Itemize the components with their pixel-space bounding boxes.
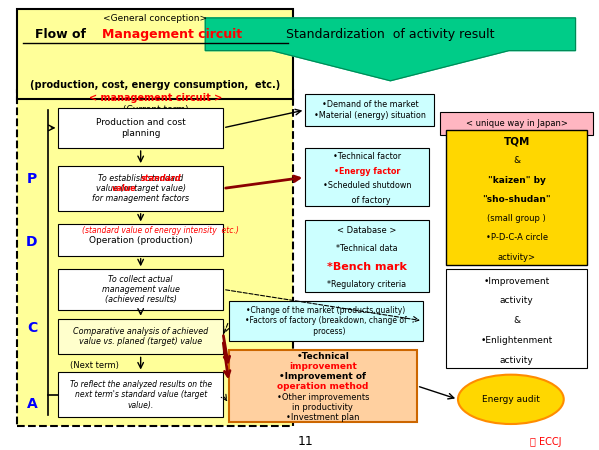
FancyBboxPatch shape bbox=[440, 112, 593, 135]
Text: *Regulatory criteria: *Regulatory criteria bbox=[327, 280, 407, 289]
FancyBboxPatch shape bbox=[58, 225, 223, 256]
FancyBboxPatch shape bbox=[446, 269, 587, 368]
Text: standard: standard bbox=[141, 174, 181, 183]
Text: Operation (production): Operation (production) bbox=[89, 235, 192, 244]
Text: &: & bbox=[513, 157, 521, 166]
Text: To reflect the analyzed results on the
next term's standard value (target
value): To reflect the analyzed results on the n… bbox=[69, 380, 211, 410]
FancyBboxPatch shape bbox=[305, 220, 429, 292]
Text: value: value bbox=[111, 184, 136, 193]
FancyBboxPatch shape bbox=[58, 166, 223, 211]
Text: •Technical: •Technical bbox=[297, 351, 349, 360]
FancyBboxPatch shape bbox=[305, 94, 434, 126]
Polygon shape bbox=[205, 18, 576, 81]
Text: D: D bbox=[26, 235, 38, 249]
FancyBboxPatch shape bbox=[58, 108, 223, 148]
FancyBboxPatch shape bbox=[17, 9, 294, 99]
Text: activity: activity bbox=[500, 296, 534, 305]
FancyBboxPatch shape bbox=[229, 350, 417, 422]
Text: A: A bbox=[26, 397, 37, 411]
FancyBboxPatch shape bbox=[58, 319, 223, 355]
Text: < management circuit >: < management circuit > bbox=[89, 93, 222, 103]
FancyBboxPatch shape bbox=[58, 373, 223, 417]
FancyBboxPatch shape bbox=[17, 90, 294, 426]
Text: TQM: TQM bbox=[504, 137, 530, 147]
Text: *Technical data: *Technical data bbox=[336, 244, 398, 253]
Text: of factory: of factory bbox=[344, 196, 390, 205]
Text: improvement: improvement bbox=[289, 362, 357, 371]
Text: (small group ): (small group ) bbox=[488, 214, 546, 223]
Text: (standard value of energy intensity  etc.): (standard value of energy intensity etc.… bbox=[82, 226, 239, 235]
Text: Standardization  of activity result: Standardization of activity result bbox=[286, 28, 495, 41]
Text: •Demand of the market
•Material (energy) situation: •Demand of the market •Material (energy)… bbox=[314, 100, 426, 120]
Text: •Improvement: •Improvement bbox=[483, 277, 550, 286]
Text: Ⓔ ECCJ: Ⓔ ECCJ bbox=[530, 437, 562, 447]
Text: Comparative analysis of achieved
value vs. planed (target) value: Comparative analysis of achieved value v… bbox=[73, 327, 208, 346]
Text: < unique way in Japan>: < unique way in Japan> bbox=[466, 119, 568, 128]
Text: To collect actual
management value
(achieved results): To collect actual management value (achi… bbox=[102, 274, 180, 304]
Text: < Database >: < Database > bbox=[337, 226, 397, 235]
Text: "sho-shudan": "sho-shudan" bbox=[482, 195, 551, 204]
Text: •Enlightenment: •Enlightenment bbox=[480, 336, 553, 345]
Text: C: C bbox=[27, 320, 37, 334]
Text: P: P bbox=[27, 172, 37, 186]
FancyBboxPatch shape bbox=[58, 269, 223, 310]
Text: •Investment plan: •Investment plan bbox=[286, 413, 359, 422]
Text: Flow of: Flow of bbox=[35, 28, 90, 41]
Text: *Bench mark: *Bench mark bbox=[327, 261, 407, 271]
FancyBboxPatch shape bbox=[229, 301, 423, 341]
Text: •Energy factor: •Energy factor bbox=[334, 167, 400, 176]
Text: Production and cost
planning: Production and cost planning bbox=[96, 118, 186, 138]
Text: •Change of the market (products,quality)
•Factors of factory (breakdown, change : •Change of the market (products,quality)… bbox=[245, 306, 407, 336]
Text: &: & bbox=[513, 316, 521, 325]
Text: "kaizen" by: "kaizen" by bbox=[488, 176, 546, 184]
Text: To establish standard
value (or target value)
for management factors: To establish standard value (or target v… bbox=[92, 174, 189, 203]
Text: •Other improvements: •Other improvements bbox=[277, 393, 369, 402]
Text: (production, cost, energy consumption,  etc.): (production, cost, energy consumption, e… bbox=[30, 80, 280, 90]
Text: (Next term): (Next term) bbox=[70, 361, 119, 370]
FancyBboxPatch shape bbox=[446, 130, 587, 265]
Text: 11: 11 bbox=[297, 436, 313, 449]
Text: •Improvement of: •Improvement of bbox=[279, 372, 367, 381]
Text: •Scheduled shutdown: •Scheduled shutdown bbox=[323, 181, 411, 190]
Text: •P-D-C-A circle: •P-D-C-A circle bbox=[486, 233, 548, 242]
Text: •Technical factor: •Technical factor bbox=[333, 152, 401, 161]
Text: (Current term): (Current term) bbox=[123, 105, 188, 114]
FancyBboxPatch shape bbox=[305, 148, 429, 207]
Text: activity: activity bbox=[500, 356, 534, 364]
Text: operation method: operation method bbox=[277, 382, 368, 392]
Ellipse shape bbox=[458, 375, 564, 424]
Text: in productivity: in productivity bbox=[292, 403, 353, 412]
Text: Energy audit: Energy audit bbox=[482, 395, 540, 404]
Text: Management circuit: Management circuit bbox=[102, 28, 243, 41]
Text: <General conception>: <General conception> bbox=[103, 14, 207, 23]
Text: activity>: activity> bbox=[498, 252, 536, 261]
